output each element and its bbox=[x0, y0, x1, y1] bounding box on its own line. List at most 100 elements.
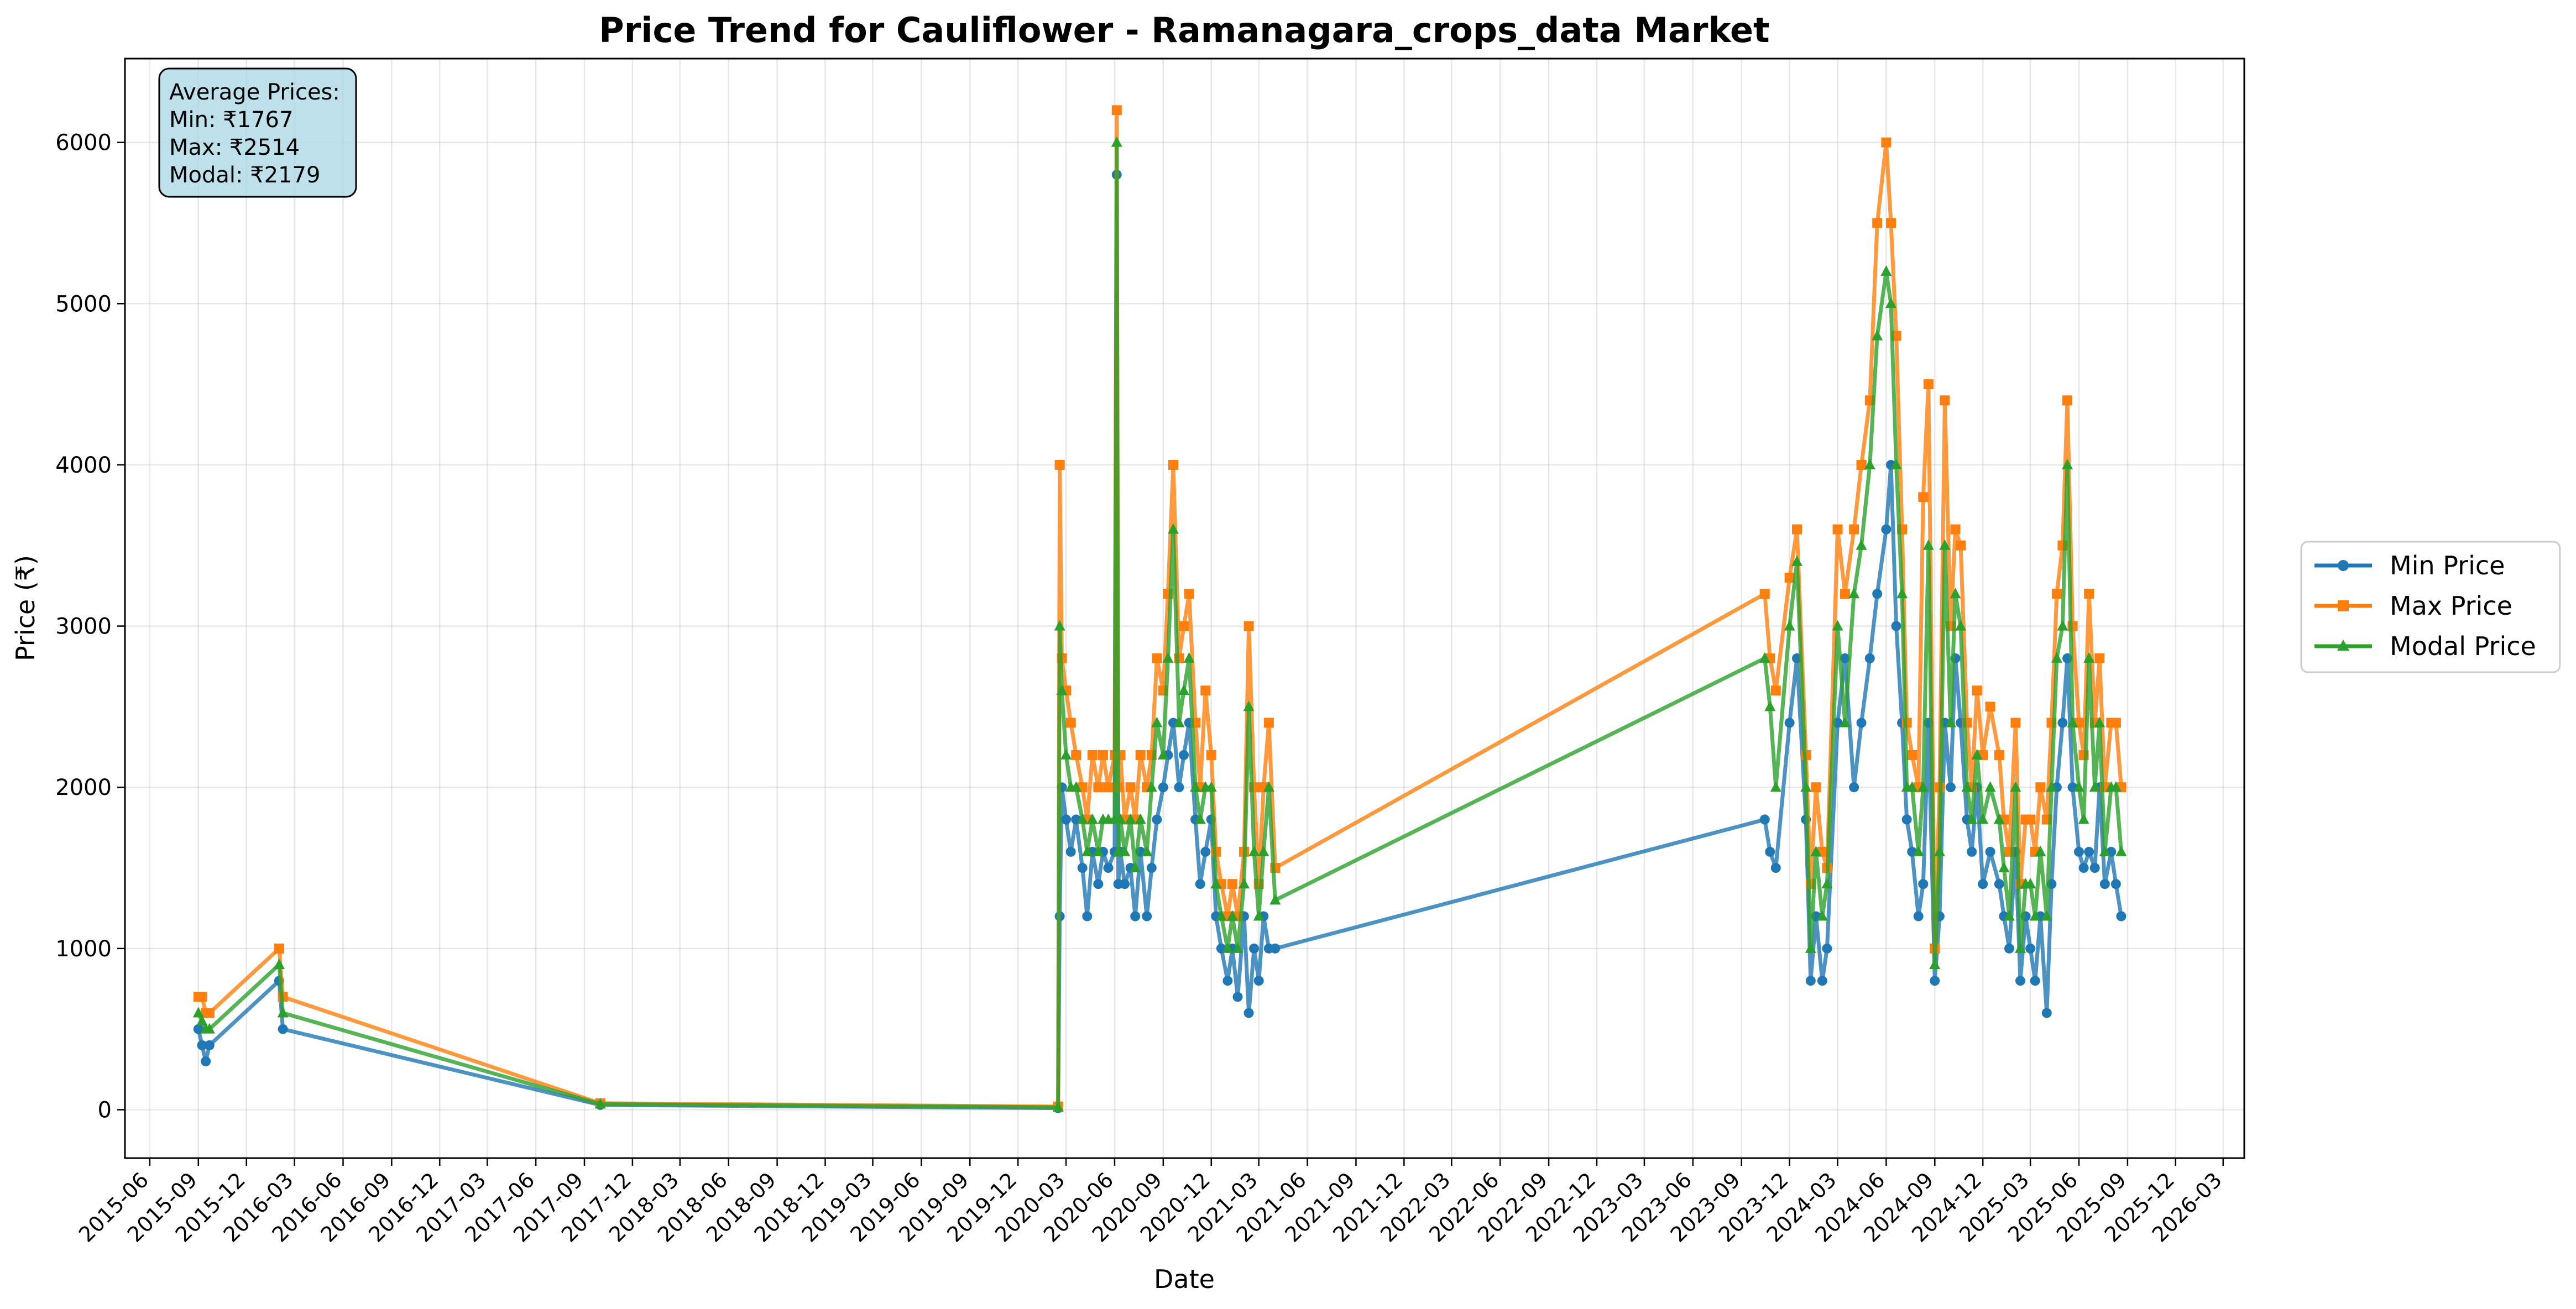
data-point bbox=[1832, 620, 1843, 631]
data-point bbox=[1784, 573, 1795, 583]
data-point bbox=[2116, 911, 2126, 921]
data-point bbox=[2025, 814, 2036, 825]
y-tick-label: 5000 bbox=[55, 291, 112, 317]
data-point bbox=[1061, 814, 1072, 825]
data-point bbox=[2010, 718, 2021, 728]
data-point bbox=[1856, 539, 1867, 550]
data-point bbox=[2110, 879, 2121, 889]
legend-label-modal: Modal Price bbox=[2390, 631, 2536, 661]
data-point bbox=[1759, 814, 1770, 825]
data-point bbox=[1152, 653, 1162, 663]
data-point bbox=[2041, 1008, 2052, 1018]
y-tick-label: 0 bbox=[98, 1098, 112, 1123]
annotation-box bbox=[158, 67, 357, 198]
data-point bbox=[197, 992, 207, 1002]
data-point bbox=[2015, 942, 2026, 953]
data-point bbox=[1923, 379, 1934, 390]
annotation-line-max: Max: ₹2514 bbox=[169, 135, 300, 160]
data-point bbox=[277, 1007, 289, 1018]
data-point bbox=[2110, 781, 2122, 792]
data-point bbox=[2089, 863, 2100, 873]
data-point bbox=[1966, 813, 1978, 824]
data-point bbox=[1994, 879, 2004, 889]
data-point bbox=[1791, 555, 1802, 566]
data-point bbox=[2094, 653, 2105, 663]
data-point bbox=[1253, 910, 1265, 921]
data-point bbox=[1840, 589, 1850, 599]
data-point bbox=[1901, 814, 1912, 825]
data-point bbox=[1071, 750, 1081, 760]
data-point bbox=[1939, 539, 1951, 550]
chart-title: Price Trend for Cauliflower - Ramanagara… bbox=[599, 10, 1769, 50]
data-point bbox=[1141, 845, 1153, 856]
data-point bbox=[1891, 621, 1901, 631]
data-point bbox=[1070, 781, 1082, 792]
data-point bbox=[2015, 976, 2026, 986]
data-point bbox=[1179, 750, 1189, 760]
data-point bbox=[1081, 845, 1093, 856]
data-point bbox=[1886, 218, 1896, 228]
data-point bbox=[2084, 589, 2094, 599]
legend: Min Price Max Price Modal Price bbox=[2300, 541, 2561, 673]
data-point bbox=[1880, 265, 1892, 276]
data-point bbox=[1065, 718, 1076, 728]
data-point bbox=[1759, 652, 1770, 663]
data-point bbox=[2067, 716, 2078, 727]
data-point bbox=[2057, 718, 2068, 728]
data-point bbox=[1243, 621, 1254, 631]
data-point bbox=[1151, 716, 1163, 727]
data-point bbox=[2003, 910, 2015, 921]
data-point bbox=[1929, 959, 1941, 970]
data-point bbox=[1173, 716, 1185, 727]
data-point bbox=[1238, 878, 1250, 889]
data-point bbox=[192, 1007, 204, 1018]
data-point bbox=[1130, 911, 1141, 921]
average-prices-annotation: Average Prices: Min: ₹1767 Max: ₹2514 Mo… bbox=[158, 67, 357, 198]
data-point bbox=[2062, 458, 2073, 469]
data-point bbox=[197, 1040, 207, 1050]
data-point bbox=[1913, 911, 1924, 921]
data-point bbox=[1120, 879, 1130, 889]
series-line bbox=[198, 108, 2123, 1109]
data-point bbox=[1103, 782, 1114, 793]
data-point bbox=[1994, 750, 2004, 760]
data-point bbox=[1103, 863, 1114, 873]
data-point bbox=[1270, 943, 1281, 954]
data-point bbox=[1978, 879, 1988, 889]
data-point bbox=[1087, 750, 1098, 760]
data-point bbox=[2073, 781, 2085, 792]
data-point bbox=[273, 959, 285, 970]
legend-marker-max bbox=[2338, 600, 2349, 611]
data-point bbox=[1093, 845, 1104, 856]
data-point bbox=[2083, 652, 2095, 663]
data-point bbox=[1770, 685, 1781, 696]
data-point bbox=[2029, 910, 2041, 921]
legend-label-max: Max Price bbox=[2390, 591, 2512, 621]
data-point bbox=[1227, 879, 1237, 889]
data-point bbox=[1269, 894, 1281, 905]
data-point bbox=[1119, 845, 1131, 856]
data-point bbox=[1093, 782, 1104, 793]
data-point bbox=[1115, 813, 1126, 824]
data-point bbox=[2094, 716, 2105, 727]
data-point bbox=[1765, 846, 1775, 857]
data-point bbox=[2099, 879, 2110, 889]
data-point bbox=[1052, 1101, 1064, 1112]
data-point bbox=[201, 1056, 211, 1067]
data-point bbox=[2046, 781, 2057, 792]
series-max-price bbox=[193, 105, 2126, 1112]
data-point bbox=[1784, 620, 1795, 631]
data-point bbox=[1130, 862, 1141, 873]
data-point bbox=[1125, 813, 1136, 824]
data-point bbox=[1167, 523, 1179, 534]
data-point bbox=[1065, 846, 1076, 857]
data-point bbox=[1864, 458, 1875, 469]
data-point bbox=[1917, 781, 1929, 792]
data-point bbox=[1906, 781, 1918, 792]
data-point bbox=[1142, 911, 1152, 921]
data-point bbox=[1764, 700, 1776, 711]
data-point bbox=[1913, 845, 1924, 856]
data-point bbox=[1243, 1008, 1254, 1018]
data-point bbox=[1093, 879, 1104, 889]
